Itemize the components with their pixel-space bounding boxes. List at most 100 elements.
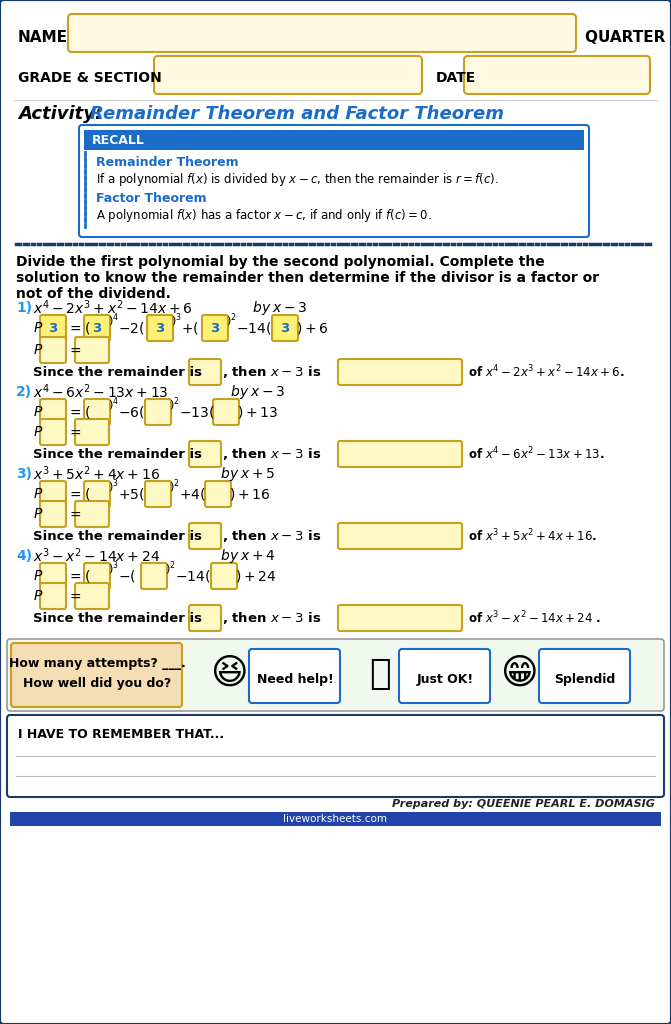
FancyBboxPatch shape (145, 399, 171, 425)
Text: $x^4 - 6x^2 - 13x + 13$: $x^4 - 6x^2 - 13x + 13$ (33, 383, 168, 401)
Text: $x - 3$: $x - 3$ (250, 385, 285, 399)
Text: NAME: NAME (18, 30, 68, 44)
Text: $= ($: $= ($ (67, 319, 91, 336)
Text: 3: 3 (48, 322, 58, 335)
FancyBboxPatch shape (75, 419, 109, 445)
Text: $P$: $P$ (33, 589, 44, 603)
Text: 3): 3) (16, 467, 32, 481)
FancyBboxPatch shape (84, 481, 110, 507)
FancyBboxPatch shape (79, 125, 589, 237)
Text: $x + 5$: $x + 5$ (240, 467, 275, 481)
Text: $\mathit{by}$: $\mathit{by}$ (248, 299, 272, 317)
Text: $- 14($: $- 14($ (175, 568, 211, 584)
Text: $- 6($: $- 6($ (118, 404, 145, 420)
Text: $\mathit{by}$: $\mathit{by}$ (226, 383, 250, 401)
Text: I HAVE TO REMEMBER THAT...: I HAVE TO REMEMBER THAT... (18, 727, 224, 740)
Text: $)^3$: $)^3$ (171, 311, 182, 329)
FancyBboxPatch shape (272, 315, 298, 341)
Text: $) + 13$: $) + 13$ (237, 404, 278, 420)
FancyBboxPatch shape (189, 359, 221, 385)
FancyBboxPatch shape (40, 501, 66, 527)
Text: , then $x - 3$ is: , then $x - 3$ is (222, 446, 321, 462)
Text: $P$: $P$ (33, 343, 44, 357)
Text: $)^3$: $)^3$ (108, 559, 119, 577)
FancyBboxPatch shape (40, 337, 66, 362)
Text: $- 2($: $- 2($ (118, 319, 145, 336)
Text: $x^3 + 5x^2 + 4x + 16$: $x^3 + 5x^2 + 4x + 16$ (33, 465, 160, 483)
FancyBboxPatch shape (189, 523, 221, 549)
FancyBboxPatch shape (84, 563, 110, 589)
Text: not of the dividend.: not of the dividend. (16, 287, 171, 301)
Text: A polynomial $f(x)$ has a factor $x-c$, if and only if $f(c) = 0$.: A polynomial $f(x)$ has a factor $x-c$, … (96, 208, 432, 224)
Text: Prepared by: QUEENIE PEARL E. DOMASIG: Prepared by: QUEENIE PEARL E. DOMASIG (392, 799, 655, 809)
FancyBboxPatch shape (40, 481, 66, 507)
Text: DATE: DATE (436, 71, 476, 85)
Text: $= ($: $= ($ (67, 568, 91, 584)
Text: liveworksheets.com: liveworksheets.com (283, 814, 387, 824)
Text: $)^4$: $)^4$ (108, 311, 119, 329)
Bar (10, 812, 661, 826)
Text: Since the remainder is: Since the remainder is (33, 366, 202, 379)
FancyBboxPatch shape (539, 649, 630, 703)
Text: Divide the first polynomial by the second polynomial. Complete the: Divide the first polynomial by the secon… (16, 255, 545, 269)
FancyBboxPatch shape (40, 563, 66, 589)
Text: $)^2$: $)^2$ (169, 395, 180, 413)
Text: 3: 3 (211, 322, 219, 335)
Text: , then $x - 3$ is: , then $x - 3$ is (222, 610, 321, 626)
Text: $x^3 - x^2 - 14x + 24$: $x^3 - x^2 - 14x + 24$ (33, 547, 160, 565)
FancyBboxPatch shape (141, 563, 167, 589)
FancyBboxPatch shape (205, 481, 231, 507)
Text: $)^3$: $)^3$ (108, 477, 119, 495)
Text: 😆: 😆 (211, 657, 249, 691)
Text: $=$: $=$ (67, 589, 82, 603)
Text: $)^2$: $)^2$ (169, 477, 180, 495)
Text: 🙂: 🙂 (369, 657, 391, 691)
Text: $P$: $P$ (33, 406, 44, 419)
Text: $)^2$: $)^2$ (165, 559, 176, 577)
Text: $\mathit{by}$: $\mathit{by}$ (216, 465, 240, 483)
FancyBboxPatch shape (189, 605, 221, 631)
Text: $- ($: $- ($ (118, 568, 136, 584)
Text: $) + 16$: $) + 16$ (229, 486, 270, 502)
Text: of $x^4-2x^3+x^2-14x+6$.: of $x^4-2x^3+x^2-14x+6$. (464, 364, 625, 380)
Text: 4): 4) (16, 549, 32, 563)
Text: $x - 3$: $x - 3$ (272, 301, 307, 315)
Text: of $x^3-x^2-14x+24$ .: of $x^3-x^2-14x+24$ . (464, 609, 601, 627)
Text: QUARTER 1: QUARTER 1 (585, 30, 671, 44)
FancyBboxPatch shape (213, 399, 239, 425)
FancyBboxPatch shape (338, 605, 462, 631)
Text: , then $x - 3$ is: , then $x - 3$ is (222, 528, 321, 544)
Text: Just OK!: Just OK! (417, 674, 474, 686)
Text: Since the remainder is: Since the remainder is (33, 529, 202, 543)
Text: $=$: $=$ (67, 425, 82, 439)
Text: of $x^4-6x^2-13x+13$.: of $x^4-6x^2-13x+13$. (464, 445, 605, 462)
Text: Activity:: Activity: (18, 105, 109, 123)
FancyBboxPatch shape (189, 441, 221, 467)
Text: Since the remainder is: Since the remainder is (33, 447, 202, 461)
FancyBboxPatch shape (40, 315, 66, 341)
Text: $=$: $=$ (67, 507, 82, 521)
FancyBboxPatch shape (464, 56, 650, 94)
FancyBboxPatch shape (202, 315, 228, 341)
FancyBboxPatch shape (7, 715, 664, 797)
Text: GRADE & SECTION: GRADE & SECTION (18, 71, 162, 85)
Text: $= ($: $= ($ (67, 404, 91, 420)
Text: $- 14($: $- 14($ (236, 319, 272, 336)
FancyBboxPatch shape (40, 399, 66, 425)
FancyBboxPatch shape (145, 481, 171, 507)
FancyBboxPatch shape (338, 359, 462, 385)
FancyBboxPatch shape (338, 523, 462, 549)
FancyBboxPatch shape (84, 399, 110, 425)
Text: 3: 3 (93, 322, 101, 335)
FancyBboxPatch shape (68, 14, 576, 52)
FancyBboxPatch shape (84, 315, 110, 341)
FancyBboxPatch shape (40, 419, 66, 445)
Text: How many attempts? ___.: How many attempts? ___. (9, 657, 185, 671)
Text: $\mathit{by}$: $\mathit{by}$ (216, 547, 240, 565)
Text: Need help!: Need help! (256, 674, 333, 686)
Text: of $x^3+5x^2+4x+16$.: of $x^3+5x^2+4x+16$. (464, 527, 597, 545)
Text: 😁: 😁 (501, 657, 539, 691)
Text: $P$: $P$ (33, 425, 44, 439)
FancyBboxPatch shape (11, 643, 182, 707)
Text: $)^2$: $)^2$ (226, 311, 237, 329)
